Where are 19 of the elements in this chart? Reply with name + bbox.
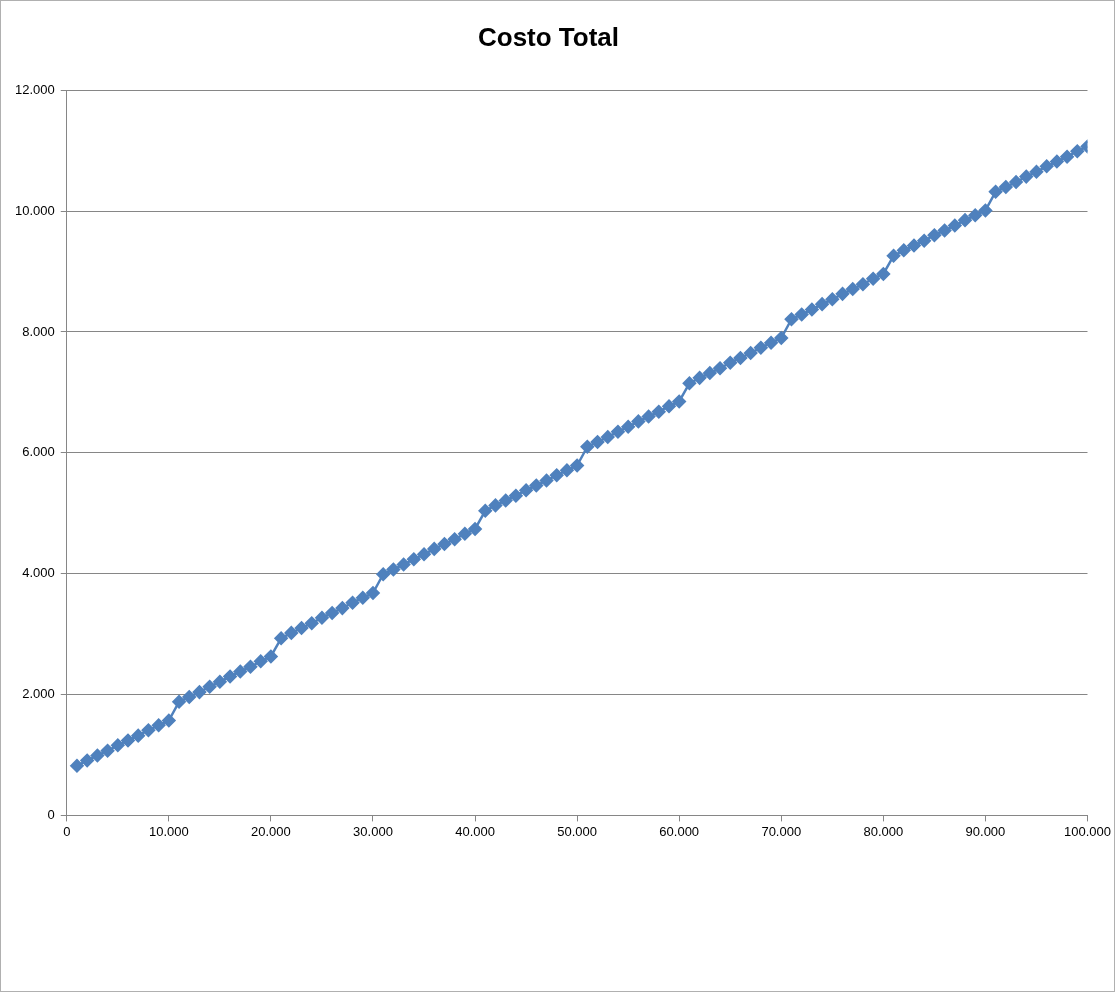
y-tick-label: 4.000 [22,565,55,581]
x-tick-label: 80.000 [863,823,904,839]
x-tick-label: 40.000 [455,823,495,839]
y-tick-label: 2.000 [22,686,55,702]
x-tick-label: 100.000 [1064,823,1111,839]
x-tick-label: 0 [63,823,71,839]
x-tick-label: 70.000 [761,823,802,839]
x-tick-label: 90.000 [965,823,1006,839]
y-tick-label: 6.000 [22,444,55,460]
y-tick-label: 12.000 [15,81,55,97]
y-tick-label: 8.000 [22,323,55,339]
x-tick-label: 60.000 [659,823,700,839]
x-tick-label: 10.000 [148,823,189,839]
chart-title: Costo Total [477,21,620,52]
y-tick-label: 10.000 [15,202,55,218]
x-tick-label: 50.000 [557,823,598,839]
x-tick-label: 20.000 [251,823,291,839]
y-tick-label: 0 [47,806,55,822]
x-tick-label: 30.000 [353,823,393,839]
